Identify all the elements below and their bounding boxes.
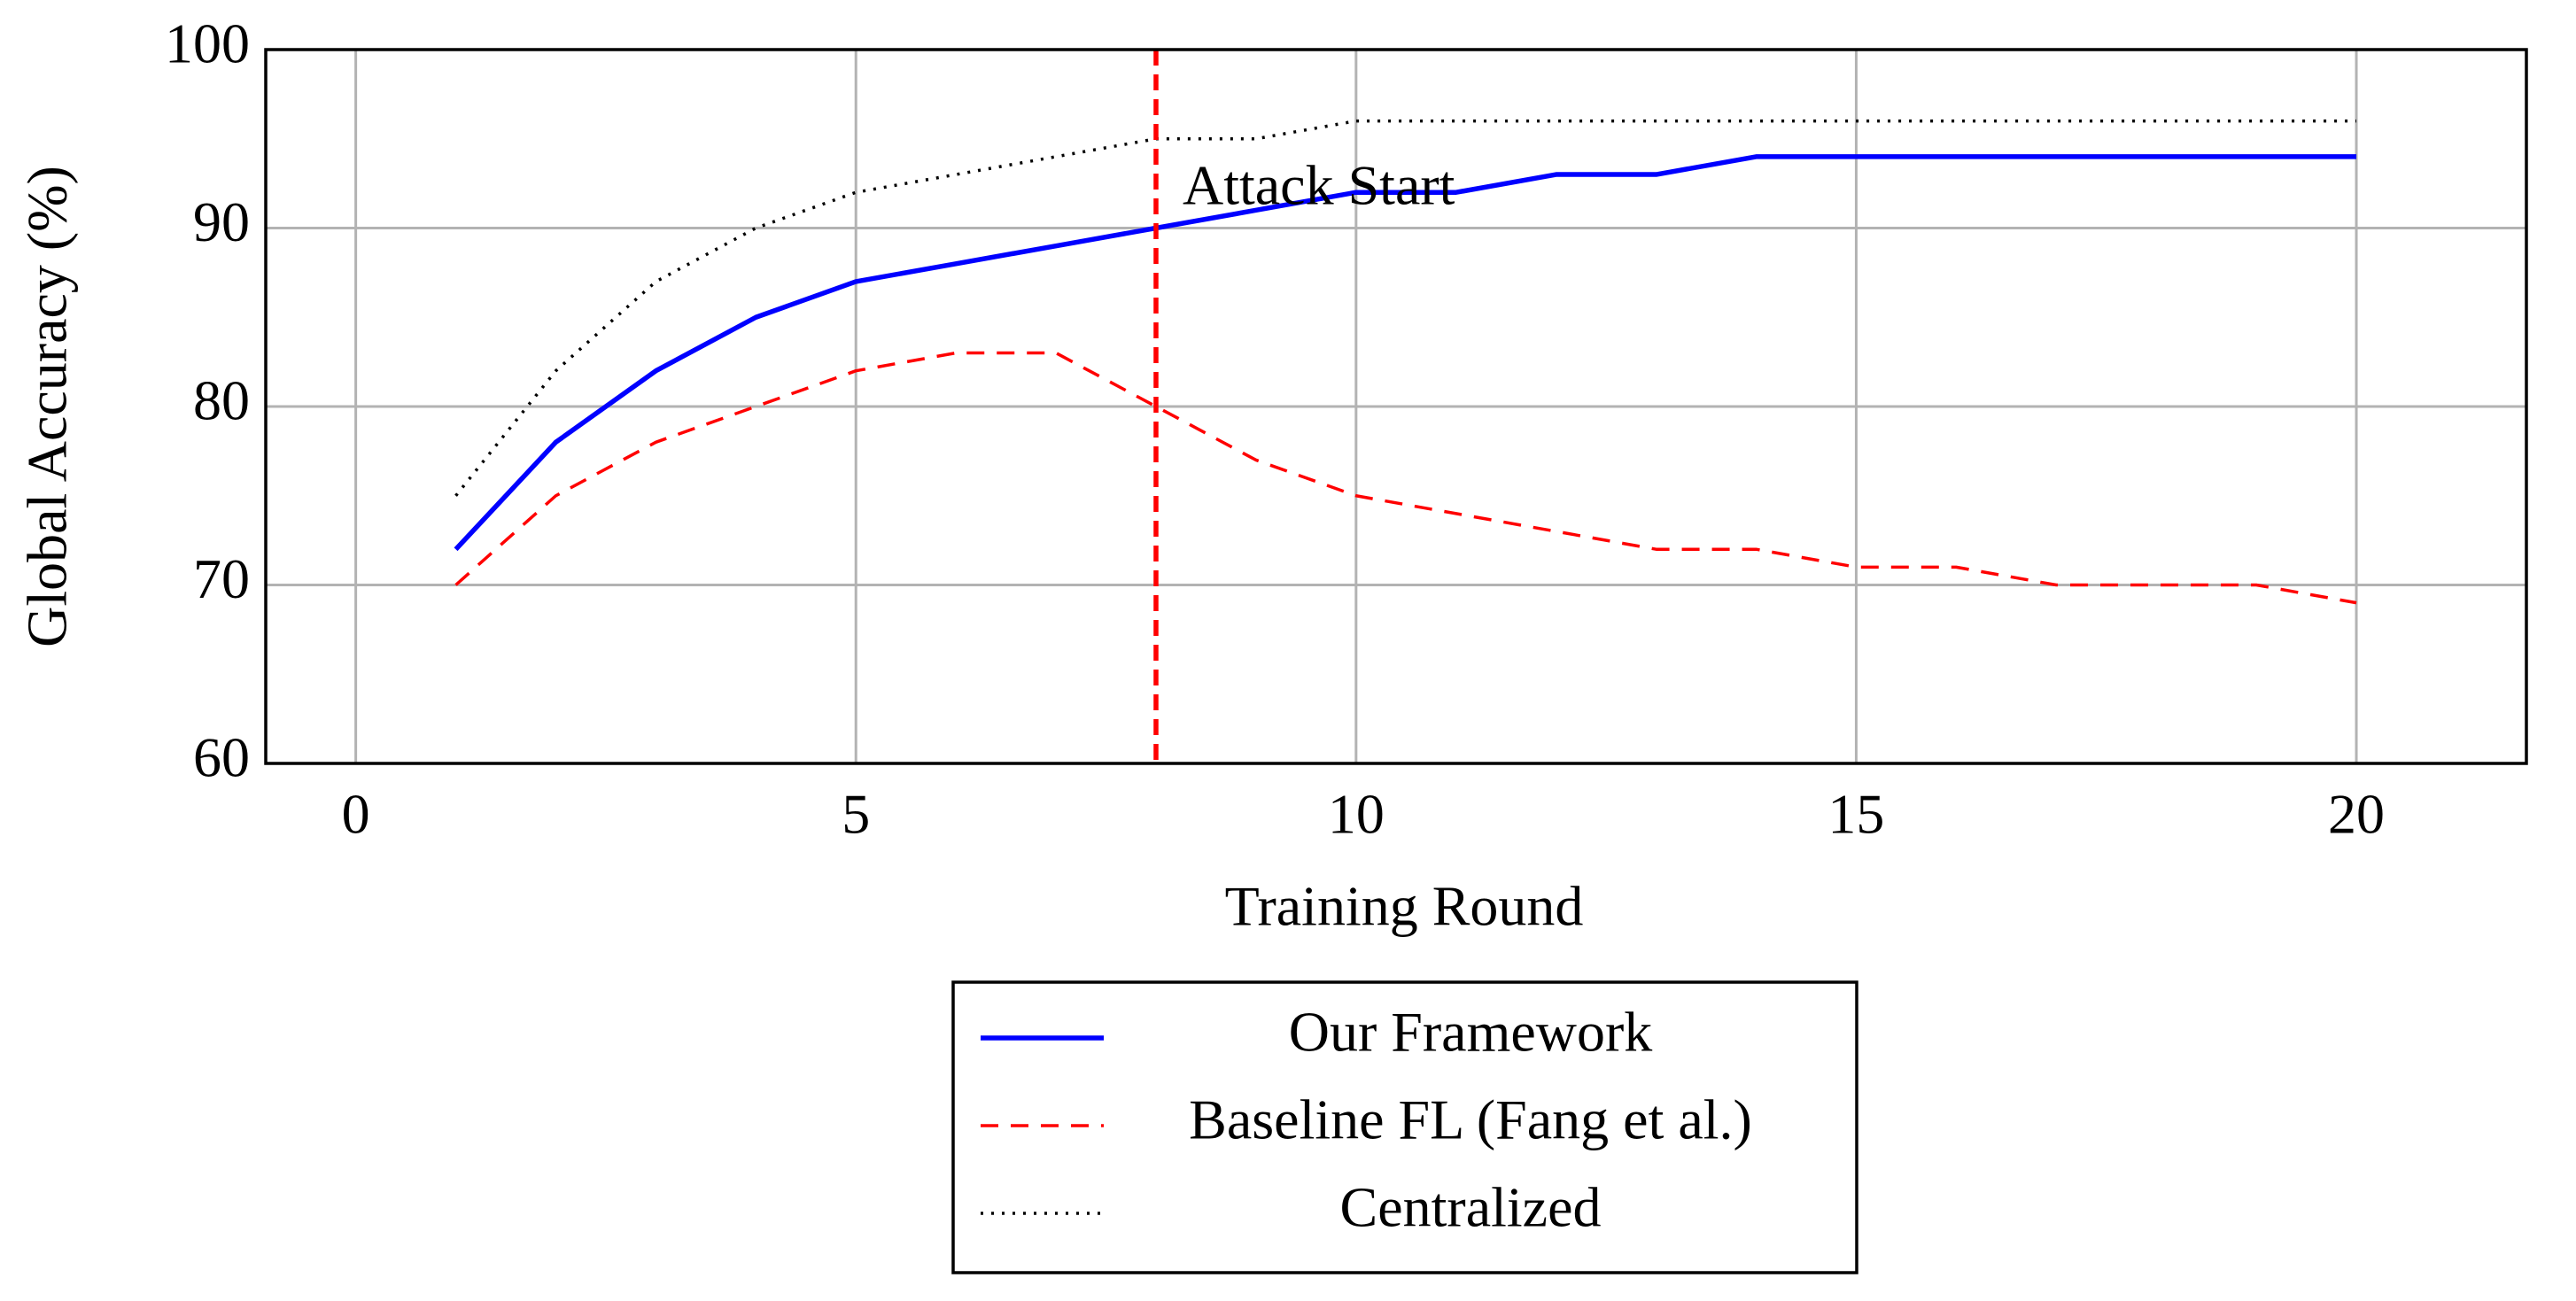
y-axis-title: Global Accuracy (%) xyxy=(16,166,79,647)
series-line xyxy=(454,351,2357,605)
legend-label: Our Framework xyxy=(1289,1001,1653,1064)
plot-frame xyxy=(264,48,2528,765)
x-tick-label: 0 xyxy=(342,783,370,846)
series-line xyxy=(454,119,2357,497)
y-tick-label: 60 xyxy=(193,726,250,789)
series-line xyxy=(454,154,2357,552)
x-tick-label: 20 xyxy=(2328,783,2385,846)
y-tick-label: 90 xyxy=(193,190,250,253)
x-axis-title: Training Round xyxy=(1225,875,1584,938)
x-tick-label: 5 xyxy=(842,783,870,846)
y-tick-label: 100 xyxy=(165,12,250,75)
legend-label: Baseline FL (Fang et al.) xyxy=(1189,1088,1752,1151)
x-tick-label: 15 xyxy=(1827,783,1884,846)
x-tick-label: 10 xyxy=(1328,783,1385,846)
legend-label: Centralized xyxy=(1340,1176,1602,1239)
annotation: Attack Start xyxy=(1183,154,1455,217)
legend-box xyxy=(951,980,1858,1274)
y-tick-label: 80 xyxy=(193,369,250,432)
y-tick-label: 70 xyxy=(193,547,250,610)
